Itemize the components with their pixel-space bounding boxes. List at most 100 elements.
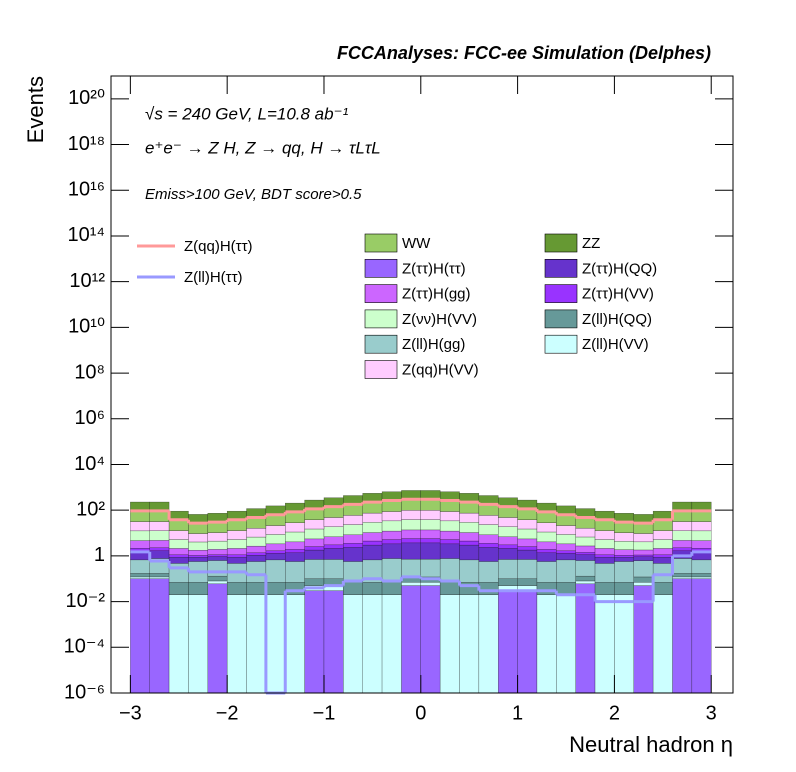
histogram-bar [246, 582, 267, 595]
y-tick-label: 10⁻² [66, 590, 106, 612]
histogram-bar [594, 520, 615, 531]
histogram-bar [207, 580, 228, 585]
histogram-bar [226, 539, 247, 549]
histogram-bar [381, 582, 402, 595]
histogram-bar [304, 549, 325, 560]
histogram-bar [285, 531, 305, 543]
histogram-bar [265, 553, 286, 561]
legend-label: Z(ττ)H(VV) [582, 286, 654, 303]
histogram-bar [575, 580, 596, 585]
histogram-bar [323, 544, 344, 549]
histogram-bar [265, 525, 286, 535]
histogram-bar [478, 543, 499, 548]
histogram-bar [517, 559, 538, 579]
histogram-bar [188, 594, 209, 694]
legend-swatch [364, 233, 398, 253]
histogram-bar [672, 521, 693, 531]
histogram-bar [439, 520, 460, 532]
histogram-bar [594, 548, 615, 555]
legend-label: Z(ττ)H(gg) [402, 286, 471, 303]
legend-label: Z(ll)H(ττ) [184, 269, 243, 286]
histogram-bar [130, 576, 150, 579]
histogram-bar [478, 561, 499, 583]
histogram-bar [575, 527, 596, 538]
y-tick-label: 10⁻⁶ [64, 681, 105, 703]
histogram-bar [168, 548, 189, 555]
y-tick-label: 10¹⁸ [68, 133, 105, 155]
histogram-bar [556, 559, 576, 583]
histogram-bar [614, 561, 634, 583]
histogram-bar [478, 515, 499, 525]
histogram-bar [149, 578, 170, 694]
histogram-bar [517, 549, 538, 560]
histogram-bar [691, 540, 712, 549]
histogram-bar [420, 538, 441, 544]
x-tick-label: −2 [216, 702, 239, 724]
histogram-bar [652, 563, 673, 583]
x-tick-label: 3 [706, 702, 717, 724]
legend-label: Z(νν)H(VV) [402, 311, 477, 328]
histogram-bar [633, 523, 654, 534]
x-tick-label: 0 [415, 702, 426, 724]
histogram-bar [459, 512, 480, 523]
histogram-bar [672, 578, 693, 694]
histogram-bar [672, 576, 693, 579]
histogram-bar [439, 558, 460, 583]
histogram-bar [304, 528, 325, 540]
histogram-bar [226, 594, 247, 694]
histogram-bar [556, 550, 576, 554]
histogram-bar [691, 530, 712, 541]
histogram-bar [439, 594, 460, 694]
histogram-bar [149, 511, 170, 522]
histogram-bar [556, 594, 576, 694]
histogram-bar [285, 582, 305, 595]
histogram-bar [188, 523, 209, 534]
histogram-bar [130, 573, 150, 578]
legend-label: Z(ττ)H(ττ) [402, 260, 466, 277]
histogram-bar [168, 582, 189, 595]
histogram-bar [633, 582, 654, 586]
histogram-bar [246, 528, 267, 538]
plot-frame [110, 75, 734, 694]
histogram-bar [304, 538, 325, 547]
histogram-bar [652, 539, 673, 549]
histogram-bar [633, 541, 654, 551]
histogram-bar [478, 534, 499, 544]
histogram-bar [168, 539, 189, 549]
histogram-bar [614, 555, 634, 558]
histogram-bar [536, 594, 557, 694]
y-tick-label: 10⁴ [74, 453, 105, 475]
histogram-bar [381, 558, 402, 583]
histogram-bar [478, 504, 499, 516]
histogram-bar [381, 520, 402, 532]
histogram-bar [381, 543, 402, 559]
histogram-bar [226, 548, 247, 555]
y-tick-label: 10¹⁰ [68, 316, 105, 338]
histogram-bar [420, 499, 441, 511]
histogram-bar [265, 594, 286, 694]
chart-title: FCCAnalyses: FCC-ee Simulation (Delphes) [337, 43, 711, 63]
histogram-bar [285, 552, 305, 562]
histogram-bar [168, 554, 189, 558]
histogram-bar [459, 522, 480, 533]
legend-swatch [364, 284, 398, 303]
histogram-bar [459, 540, 480, 546]
histogram-bar [439, 543, 460, 559]
legend-label: ZZ [582, 235, 600, 252]
histogram-bar [556, 534, 576, 545]
histogram-bar [498, 536, 518, 546]
histogram-bar [575, 517, 596, 529]
y-tick-label: 10² [76, 498, 105, 520]
histogram-bar [594, 539, 615, 549]
histogram-bar [498, 590, 518, 694]
histogram-bar [439, 539, 460, 545]
histogram-bar [285, 541, 305, 550]
legend-swatch [364, 309, 398, 329]
histogram-bar [614, 582, 634, 595]
histogram-bar [459, 594, 480, 694]
histogram-bar [343, 547, 363, 562]
histogram-bar [343, 534, 363, 544]
histogram-bar [188, 550, 209, 556]
histogram-bar [323, 590, 344, 694]
histogram-bar [420, 558, 441, 578]
